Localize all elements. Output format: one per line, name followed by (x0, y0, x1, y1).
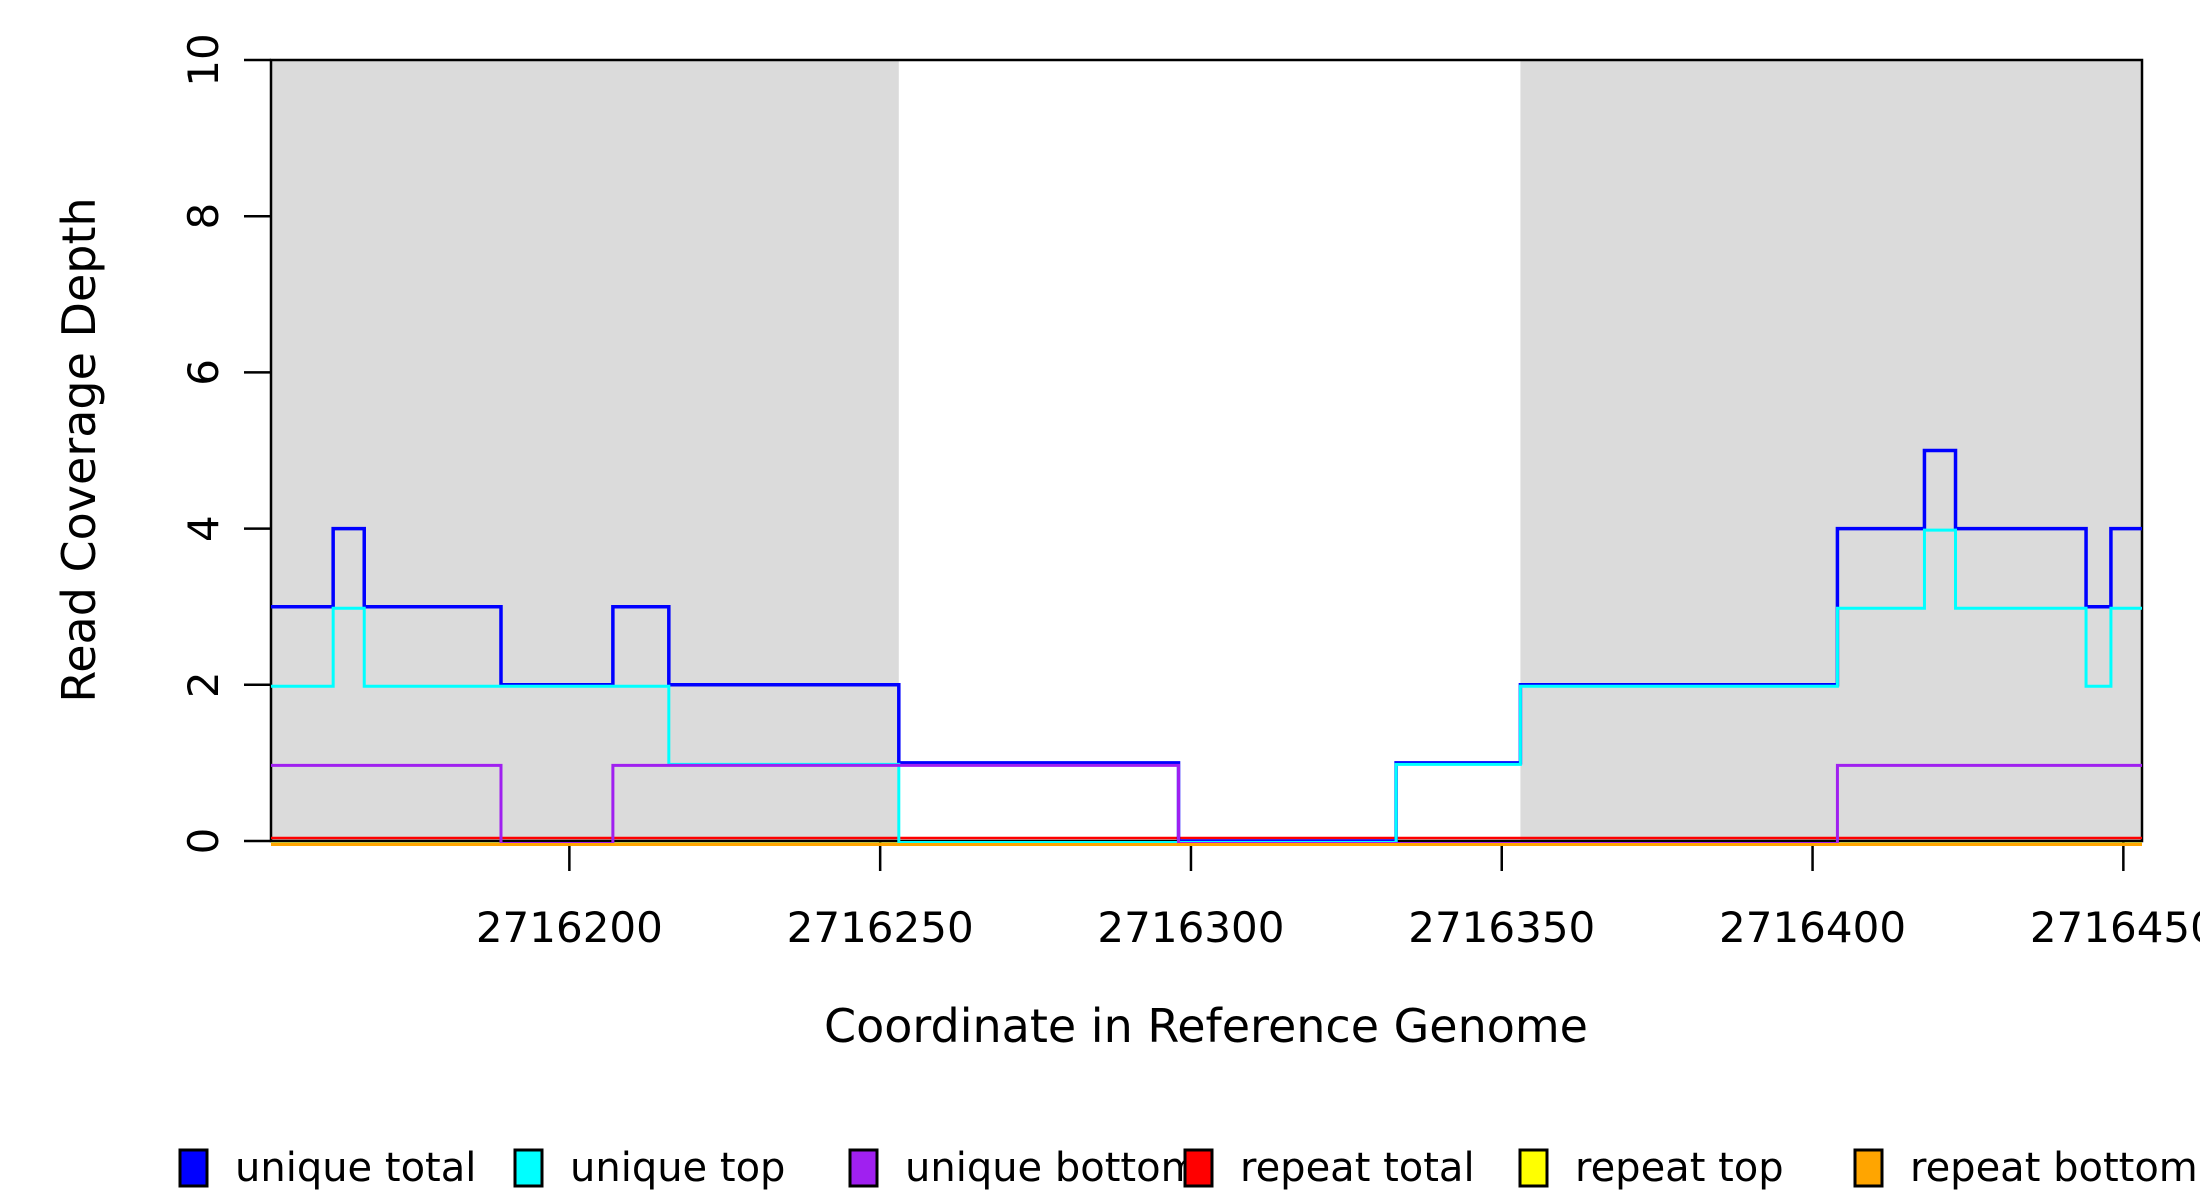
legend-item-unique-top: unique top (513, 1145, 785, 1191)
legend-label: repeat total (1240, 1145, 1475, 1191)
y-tick-label: 10 (179, 33, 228, 86)
y-tick-label: 4 (179, 515, 228, 542)
legend-swatch (1518, 1148, 1549, 1188)
legend-swatch (1853, 1148, 1884, 1188)
y-tick-label: 2 (179, 671, 228, 698)
legend-label: repeat top (1575, 1145, 1784, 1191)
x-axis-title: Coordinate in Reference Genome (824, 999, 1588, 1053)
legend-label: unique top (570, 1145, 785, 1191)
shaded-bands (271, 60, 2142, 841)
series-lines (271, 448, 2142, 846)
x-tick-label: 2716300 (1097, 903, 1284, 952)
shaded-band (1520, 60, 2142, 841)
x-tick-label: 2716400 (1719, 903, 1906, 952)
legend-item-repeat-bottom: repeat bottom (1853, 1145, 2198, 1191)
legend-item-unique-total: unique total (178, 1145, 476, 1191)
x-axis: 2716200 2716250 2716300 2716350 2716400 27164… (476, 841, 2200, 952)
y-axis: 0 2 4 6 8 10 (179, 33, 271, 854)
x-tick-label: 2716350 (1408, 903, 1595, 952)
series-line-unique-bottom (271, 763, 2142, 845)
legend-swatch (848, 1148, 879, 1188)
legend-item-repeat-top: repeat top (1518, 1145, 1784, 1191)
legend-item-repeat-total: repeat total (1183, 1145, 1475, 1191)
legend-swatch (513, 1148, 544, 1188)
y-tick-label: 8 (179, 203, 228, 230)
y-tick-label: 6 (179, 359, 228, 386)
shaded-band (271, 60, 899, 841)
x-tick-label: 2716450 (2030, 903, 2200, 952)
legend-label: repeat bottom (1910, 1145, 2198, 1191)
legend-item-unique-bottom: unique bottom (848, 1145, 1200, 1191)
legend-label: unique bottom (905, 1145, 1200, 1191)
series-line-unique-top (271, 528, 2142, 844)
x-tick-label: 2716250 (787, 903, 974, 952)
legend-swatch (178, 1148, 209, 1188)
legend: unique total unique top unique bottom repea… (178, 1145, 2198, 1191)
x-tick-label: 2716200 (476, 903, 663, 952)
legend-label: unique total (235, 1145, 476, 1191)
y-axis-title: Read Coverage Depth (52, 197, 106, 702)
y-tick-label: 0 (179, 828, 228, 855)
legend-swatch (1183, 1148, 1214, 1188)
